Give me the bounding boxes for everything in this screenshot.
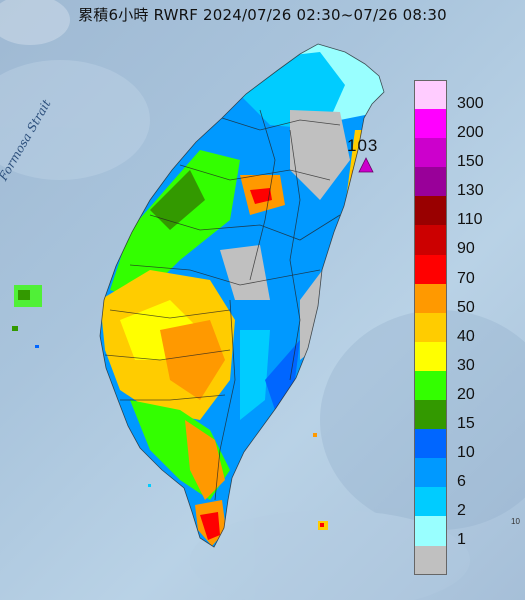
legend-label: 70 [457,269,475,287]
legend-swatch [414,545,447,575]
legend-label: 1 [457,531,466,549]
legend-row: 40 [414,312,524,345]
legend-swatch [414,225,447,255]
legend-swatch [414,167,447,197]
legend-label: 15 [457,415,475,433]
legend-swatch [414,138,447,168]
legend-swatch [414,283,447,313]
legend-row: 1 [414,516,524,548]
legend-swatch [414,341,447,371]
legend-row: 20 [414,370,524,403]
legend-swatch [414,196,447,226]
legend-label: 2 [457,502,466,520]
legend-label: 10 [457,444,475,462]
legend-swatch [414,312,447,342]
legend-row: 2 [414,487,524,519]
legend-label: 30 [457,356,475,374]
legend-row: 50 [414,283,524,316]
offshore-islands [12,285,328,530]
legend-swatch [414,487,447,517]
county-borders [99,43,385,548]
legend-label: 6 [457,473,466,491]
legend-row: 200 [414,109,524,141]
legend-swatch [414,400,447,430]
legend-swatch [414,458,447,488]
legend-label: 40 [457,327,475,345]
legend-label: 130 [457,182,484,200]
edge-label: 10 [511,517,520,526]
legend-row: 130 [414,167,524,199]
max-value-label: 103 [347,136,379,155]
legend-row: 150 [414,138,524,170]
legend-row: 10 [414,429,524,461]
rainfall-legend: 300 200 150 130 110 90 70 50 40 30 20 15… [414,80,524,575]
legend-swatch [414,109,447,139]
max-rainfall-marker [358,157,374,173]
legend-label: 200 [457,124,484,142]
legend-label: 300 [457,95,484,112]
legend-row [414,545,524,575]
legend-label: 150 [457,153,484,171]
map-title: 累積6小時 RWRF 2024/07/26 02:30~07/26 08:30 [78,6,447,24]
legend-row: 90 [414,225,524,257]
legend-swatch [414,254,447,284]
legend-label: 20 [457,385,475,403]
legend-row: 110 [414,196,524,228]
legend-swatch [414,429,447,459]
legend-swatch [414,516,447,546]
legend-swatch [414,370,447,401]
legend-row: 30 [414,341,524,374]
legend-swatch [414,80,447,110]
legend-row: 70 [414,254,524,287]
legend-label: 50 [457,298,475,316]
legend-row: 6 [414,458,524,490]
legend-row: 300 [414,80,524,112]
legend-row: 15 [414,400,524,432]
legend-label: 90 [457,240,475,258]
legend-label: 110 [457,211,483,229]
